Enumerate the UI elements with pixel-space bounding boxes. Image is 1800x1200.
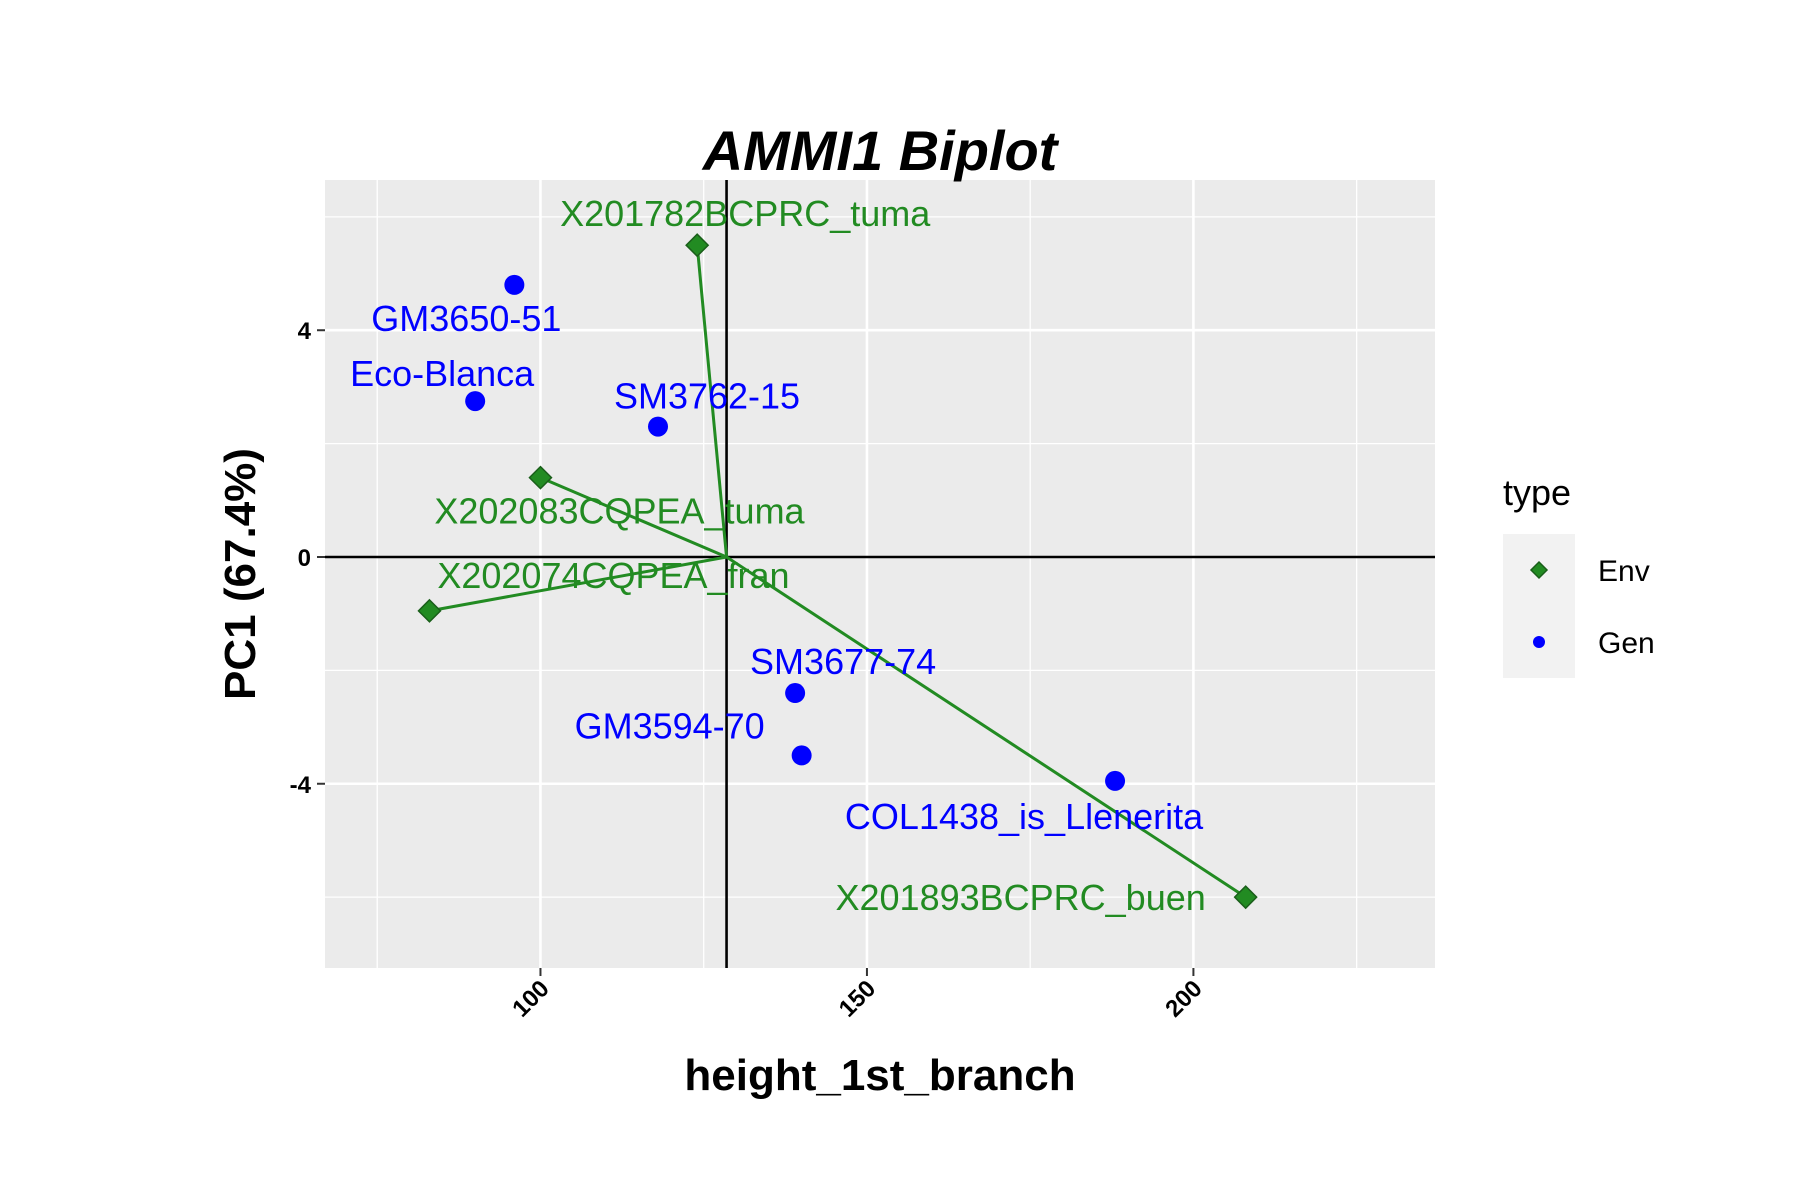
- gen-point-label: GM3650-51: [371, 298, 561, 339]
- x-axis-title: height_1st_branch: [684, 1051, 1075, 1100]
- env-vector-line: [695, 245, 729, 558]
- gen-point-label: Eco-Blanca: [350, 353, 535, 394]
- legend-label-gen: Gen: [1598, 627, 1655, 660]
- legend-gen-circle-icon: [1533, 636, 1545, 648]
- gen-point-circle: [791, 745, 812, 766]
- point-labels: X201782BCPRC_tuma X202083CQPEA_tuma X20207…: [350, 193, 1206, 918]
- chart-title: AMMI1 Biplot: [701, 119, 1060, 182]
- gen-point-label: COL1438_is_Llenerita: [845, 796, 1204, 837]
- env-vector-line: [539, 476, 728, 559]
- env-point-diamond: [1233, 885, 1258, 910]
- env-vectors: [429, 245, 1247, 899]
- gen-point-label: GM3594-70: [575, 705, 765, 746]
- legend-key-background: [1503, 534, 1575, 678]
- x-tick-label: 150: [834, 975, 881, 1022]
- gen-point-label: SM3677-74: [750, 641, 936, 682]
- gen-point-circle: [648, 416, 668, 437]
- y-axis-title: PC1 (67.4%): [216, 448, 265, 700]
- y-tick-label: -4: [290, 772, 312, 799]
- legend-title: type: [1503, 472, 1571, 513]
- gen-point-circle: [504, 274, 525, 295]
- legend-env-diamond-icon: [1529, 560, 1549, 580]
- env-point-label: X202074CQPEA_fran: [437, 555, 789, 596]
- env-vector-line: [429, 555, 727, 613]
- plot-panel: [325, 180, 1435, 968]
- env-point-diamond: [685, 233, 710, 258]
- gen-point-label: SM3762-15: [614, 376, 800, 417]
- data-points: [417, 233, 1258, 910]
- legend: type Env Gen: [1503, 472, 1655, 678]
- x-tick-label: 200: [1160, 975, 1207, 1022]
- env-point-label: X202083CQPEA_tuma: [434, 491, 805, 532]
- gen-point-circle: [785, 683, 806, 704]
- env-point-diamond: [528, 465, 553, 490]
- y-tick-label: 4: [298, 318, 312, 345]
- gen-point-circle: [465, 391, 486, 412]
- env-point-diamond: [417, 598, 442, 623]
- reference-lines: [325, 180, 1435, 968]
- env-vector-line: [725, 555, 1247, 899]
- legend-label-env: Env: [1598, 555, 1650, 588]
- x-tick-label: 100: [507, 975, 554, 1022]
- gen-point-circle: [1105, 770, 1126, 791]
- y-tick-label: 0: [298, 545, 311, 572]
- env-point-label: X201782BCPRC_tuma: [560, 193, 931, 234]
- env-point-label: X201893BCPRC_buen: [836, 877, 1206, 918]
